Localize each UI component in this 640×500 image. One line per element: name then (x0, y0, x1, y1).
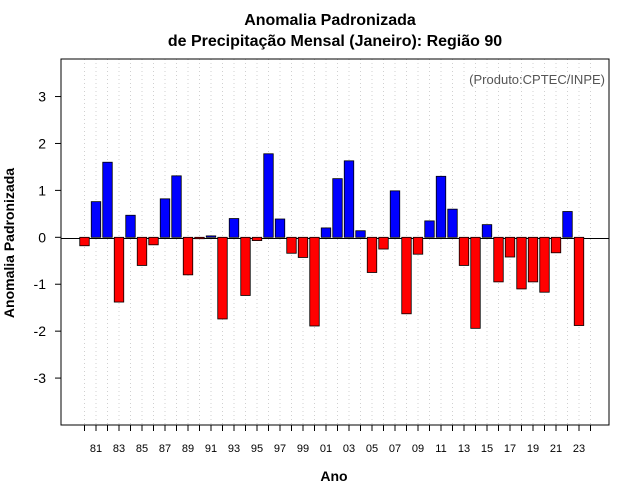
x-tick-label: 13 (458, 443, 470, 455)
x-tick-label: 87 (159, 443, 171, 455)
bar-1988 (171, 175, 182, 238)
bar-2020 (539, 236, 550, 293)
x-tick-label: 97 (274, 443, 286, 455)
x-axis-label: Ano (320, 468, 347, 484)
bar-2017 (504, 236, 516, 258)
plot-frame (60, 58, 610, 426)
y-tick-label: -3 (34, 370, 47, 386)
y-tick-label: -1 (34, 276, 47, 292)
bar-2016 (493, 236, 504, 283)
bar-1996 (263, 153, 274, 238)
bar-1986 (148, 236, 159, 246)
bar-2008 (401, 236, 412, 315)
bar-1982 (102, 161, 113, 238)
x-tick-label: 21 (550, 443, 562, 455)
chart-subtitle: de Precipitação Mensal (Janeiro): Região… (168, 33, 502, 50)
x-tick-label: 81 (90, 443, 102, 455)
x-tick-label: 05 (366, 443, 378, 455)
bar-2012 (447, 208, 458, 238)
y-axis: 3 2 1 0 -1 -2 -3 (34, 89, 61, 386)
bar-1980 (79, 236, 90, 247)
chart-title: Anomalia Padronizada (244, 12, 416, 29)
x-tick-label: 95 (251, 443, 263, 455)
x-tick-label: 91 (205, 443, 217, 455)
bar-1990 (194, 236, 205, 240)
bar-1997 (274, 218, 286, 238)
bar-2001 (320, 227, 332, 238)
x-tick-label: 09 (412, 443, 424, 455)
bar-2009 (412, 236, 424, 255)
y-tick-label: 1 (38, 182, 46, 198)
bar-1989 (182, 236, 194, 276)
x-tick-label: 11 (435, 443, 446, 455)
x-tick-label: 85 (136, 443, 148, 455)
bar-2023 (573, 236, 585, 326)
bar-1981 (90, 201, 102, 238)
bar-1995 (251, 236, 263, 241)
bar-2004 (355, 230, 366, 238)
bar-2022 (562, 211, 573, 238)
bar-1992 (217, 236, 228, 320)
bar-2015 (481, 224, 493, 238)
x-tick-label: 17 (504, 443, 516, 455)
bar-2007 (389, 190, 401, 238)
x-tick-label: 23 (573, 443, 585, 455)
y-tick-label: 2 (38, 135, 46, 151)
bar-1987 (159, 198, 171, 238)
bar-2006 (378, 236, 389, 250)
bar-2005 (366, 236, 378, 273)
x-tick-label: 89 (182, 443, 194, 455)
bar-2002 (332, 178, 343, 238)
x-tick-label: 83 (113, 443, 125, 455)
bar-1985 (136, 236, 148, 266)
bar-1984 (125, 214, 136, 238)
bars (79, 153, 585, 329)
x-tick-label: 01 (320, 443, 332, 455)
x-tick-label: 15 (481, 443, 493, 455)
x-tick-label: 03 (343, 443, 355, 455)
credit-text: (Produto:CPTEC/INPE) (469, 72, 605, 87)
bar-1991 (205, 235, 217, 238)
y-axis-label: Anomalia Padronizada (1, 168, 17, 318)
bar-1993 (228, 218, 240, 238)
y-tick-label: 0 (38, 229, 46, 245)
bar-1994 (240, 236, 251, 296)
grid-lines (84, 59, 591, 425)
x-axis: 81 83 85 87 89 91 93 95 97 99 01 03 05 07 09 11 13 15 17 19… (84, 425, 591, 455)
bar-2000 (309, 236, 320, 327)
bar-2014 (470, 236, 481, 329)
y-tick-label: 3 (38, 89, 46, 105)
bar-2013 (458, 236, 470, 266)
y-tick-label: -2 (34, 323, 47, 339)
bar-2021 (550, 236, 562, 254)
x-tick-label: 93 (228, 443, 240, 455)
bar-1983 (113, 236, 125, 303)
bar-1998 (286, 236, 297, 254)
bar-2003 (343, 160, 355, 238)
bar-2019 (527, 236, 539, 283)
x-tick-label: 99 (297, 443, 309, 455)
x-tick-label: 07 (389, 443, 401, 455)
x-tick-label: 19 (527, 443, 539, 455)
bar-2010 (424, 220, 435, 238)
bar-2018 (516, 236, 527, 290)
bar-1999 (297, 236, 309, 258)
bar-2011 (435, 175, 447, 238)
